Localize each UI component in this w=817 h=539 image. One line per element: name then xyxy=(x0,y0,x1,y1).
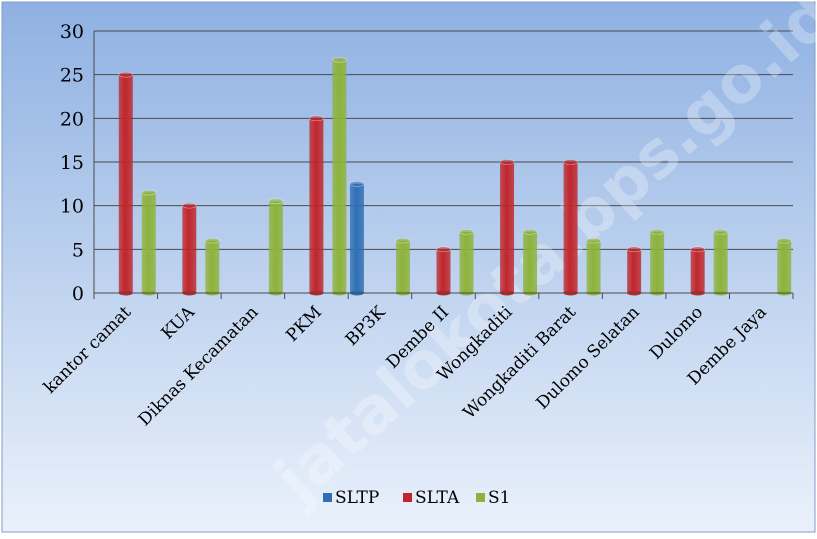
y-tick-label-15: 15 xyxy=(60,152,84,174)
y-tick-label-5: 5 xyxy=(72,239,84,261)
legend-swatch-slta xyxy=(403,493,412,502)
y-tick-labels: 0 5 10 15 20 25 30 xyxy=(60,21,84,305)
bar-slta-wongkaditi xyxy=(499,159,515,296)
legend-swatch-s1 xyxy=(476,493,485,502)
bar-s1-dulomo-selatan xyxy=(649,229,665,296)
legend-label-sltp: SLTP xyxy=(335,488,379,508)
legend-item-sltp: SLTP xyxy=(323,488,379,508)
bar-s1-bp3k xyxy=(395,237,411,296)
y-tick-label-10: 10 xyxy=(60,196,84,218)
bar-s1-dulomo xyxy=(713,229,728,296)
bar-slta-dulomo xyxy=(690,246,705,296)
bar-s1-dembe-jaya xyxy=(776,237,792,296)
bar-slta-wongkaditi-barat xyxy=(563,159,578,296)
bar-slta-dulomo-selatan xyxy=(626,246,642,296)
axes xyxy=(93,31,794,299)
bar-sltp-bp3k xyxy=(349,181,365,296)
legend-label-s1: S1 xyxy=(488,488,510,508)
y-tick-label-0: 0 xyxy=(72,283,84,305)
legend-item-s1: S1 xyxy=(476,488,510,508)
bar-s1-wongkaditi-barat xyxy=(586,237,601,296)
bar-s1-diknas-kecamatan xyxy=(268,198,284,296)
bar-slta-kantor-camat xyxy=(118,71,134,296)
legend-label-slta: SLTA xyxy=(415,488,460,508)
y-tick-label-20: 20 xyxy=(60,108,84,130)
legend-item-slta: SLTA xyxy=(403,488,460,508)
bar-s1-kantor-camat xyxy=(141,189,157,296)
bar-s1-pkm xyxy=(332,57,347,296)
legend-swatch-sltp xyxy=(323,493,332,502)
bar-s1-kua xyxy=(205,237,220,296)
legend: SLTP SLTA S1 xyxy=(323,488,510,508)
bar-slta-kua xyxy=(182,202,197,296)
bar-slta-pkm xyxy=(309,115,324,296)
bars xyxy=(118,57,792,296)
bar-slta-dembe-ii xyxy=(436,246,451,296)
bar-s1-dembe-ii xyxy=(459,229,474,296)
bar-s1-wongkaditi xyxy=(522,229,538,296)
y-tick-label-30: 30 xyxy=(60,21,84,43)
y-tick-label-25: 25 xyxy=(60,65,84,87)
